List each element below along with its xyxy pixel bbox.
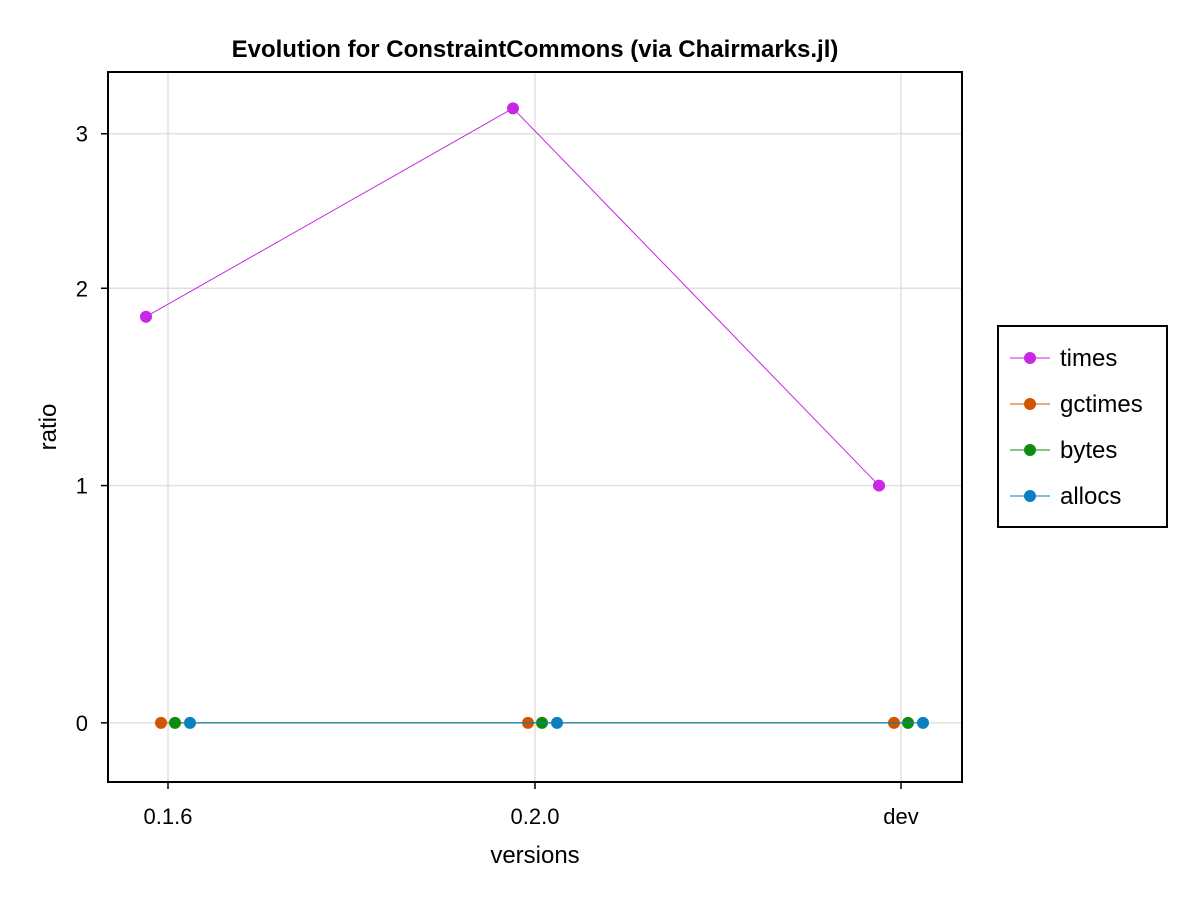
- data-point-times: [507, 102, 519, 115]
- y-axis-label: ratio: [35, 404, 62, 451]
- data-point-allocs: [551, 716, 563, 729]
- legend-marker-gctimes: [1024, 398, 1036, 410]
- data-point-gctimes: [155, 716, 167, 729]
- series-times: [140, 102, 885, 492]
- tick-layer: 0.1.6 0.2.0 dev 0 1 2 3: [76, 122, 919, 829]
- data-point-bytes: [169, 716, 181, 729]
- x-tick-label: 0.1.6: [144, 804, 193, 829]
- series-layer: [140, 102, 929, 729]
- legend-label-times: times: [1060, 345, 1117, 372]
- y-tick-label: 1: [76, 474, 88, 499]
- legend: times gctimes bytes allocs: [997, 325, 1168, 528]
- y-tick-label: 0: [76, 711, 88, 736]
- grid: [108, 72, 962, 782]
- legend-marker-allocs: [1024, 490, 1036, 502]
- legend-label-allocs: allocs: [1060, 483, 1121, 510]
- legend-label-bytes: bytes: [1060, 437, 1117, 464]
- legend-marker-bytes: [1024, 444, 1036, 456]
- legend-label-gctimes: gctimes: [1060, 391, 1143, 418]
- series-allocs: [184, 716, 929, 729]
- data-point-allocs: [184, 716, 196, 729]
- x-tick-label: 0.2.0: [511, 804, 560, 829]
- x-tick-label: dev: [883, 804, 918, 829]
- y-tick-label: 2: [76, 276, 88, 301]
- data-point-allocs: [917, 716, 929, 729]
- data-point-times: [873, 479, 885, 492]
- legend-marker-times: [1024, 352, 1036, 364]
- series-line-times: [145, 107, 880, 486]
- data-point-times: [140, 310, 152, 323]
- y-tick-label: 3: [76, 122, 88, 147]
- chart-title: Evolution for ConstraintCommons (via Cha…: [232, 36, 839, 63]
- x-axis-label: versions: [490, 842, 579, 869]
